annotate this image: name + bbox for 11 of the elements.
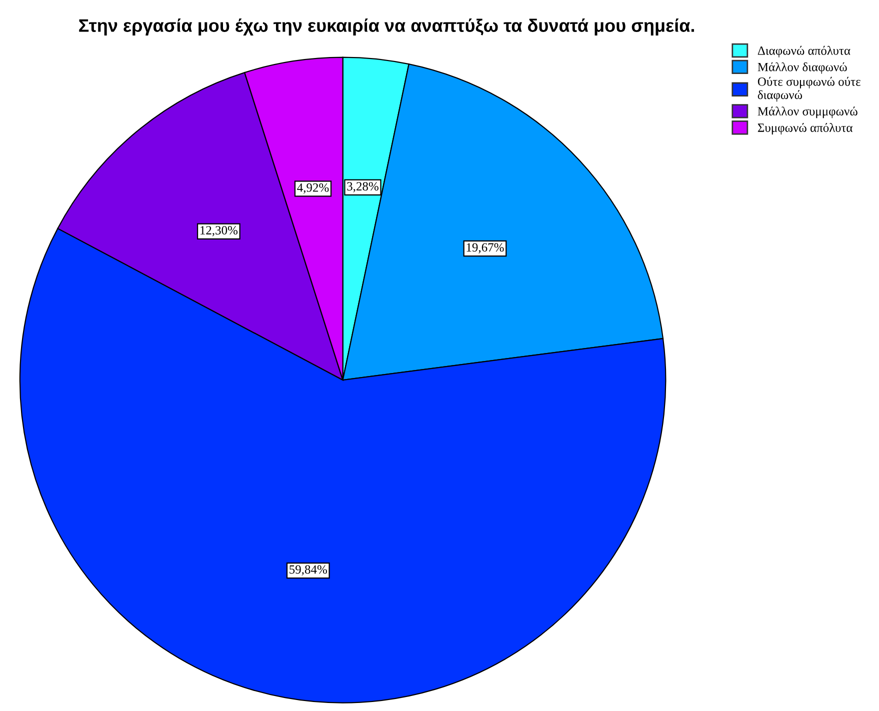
chart-title: Στην εργασία μου έχω την ευκαιρία να αναπτύξω τα δυνατά μου σημεία.: [79, 18, 694, 36]
legend-label: Συμφωνώ απόλυτα: [758, 123, 852, 135]
legend-label: Μάλλον διαφωνώ: [758, 62, 847, 74]
legend-label: Μάλλον συμμφωνώ: [758, 106, 858, 118]
data-label: 12,30%: [200, 226, 238, 236]
data-label: 3,28%: [347, 182, 378, 192]
data-label: 19,67%: [466, 243, 504, 254]
data-label: 59,84%: [290, 565, 327, 576]
data-label: 4,92%: [297, 183, 329, 194]
legend-label: Ούτε συμφωνώ ούτε διαφωνώ: [758, 76, 860, 102]
legend-label: Διαφωνώ απόλυτα: [758, 46, 850, 58]
